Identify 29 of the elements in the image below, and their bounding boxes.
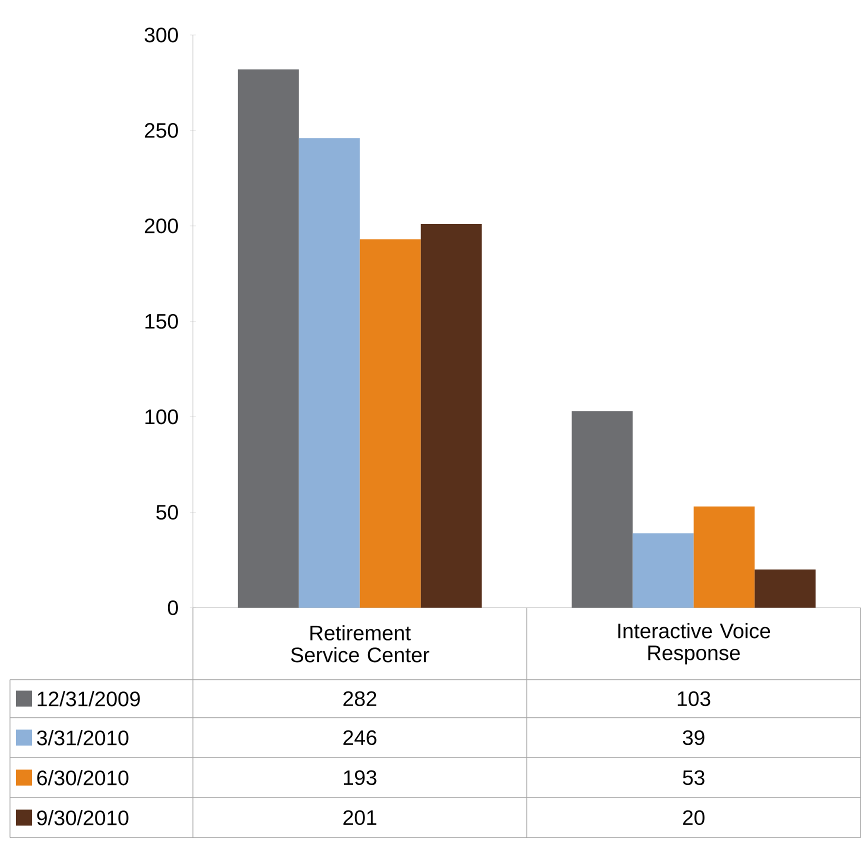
bar [694, 506, 755, 608]
bar [572, 411, 633, 608]
data-label: 193 [344, 770, 376, 786]
y-tick-label: 250 [144, 123, 178, 138]
bar [754, 570, 816, 608]
legend-label: 12/31/2009 [38, 691, 140, 707]
bar [360, 239, 421, 608]
data-label: 282 [343, 691, 376, 706]
data-label: 201 [343, 810, 376, 826]
y-tick-label: 50 [156, 505, 178, 520]
x-tick-label: Retirement Service Center [291, 625, 430, 663]
legend-label: 3/31/2010 [36, 730, 128, 746]
y-tick-label: 200 [144, 218, 178, 234]
y-tick-label: 150 [145, 314, 178, 329]
legend-label: 6/30/2010 [37, 770, 128, 786]
data-label: 20 [683, 810, 704, 826]
bar [632, 533, 694, 608]
data-label: 53 [682, 770, 704, 786]
bar [420, 224, 482, 608]
bar [238, 70, 299, 608]
bar [298, 138, 360, 608]
y-tick-label: 100 [145, 410, 178, 424]
x-tick-label: Interactive Voice Response [618, 623, 770, 665]
data-label: 39 [682, 730, 704, 746]
y-tick-label: 300 [144, 28, 178, 43]
y-tick-label: 0 [168, 600, 178, 616]
data-label: 246 [343, 730, 376, 746]
data-label: 103 [678, 691, 710, 706]
legend-label: 9/30/2010 [37, 810, 128, 826]
